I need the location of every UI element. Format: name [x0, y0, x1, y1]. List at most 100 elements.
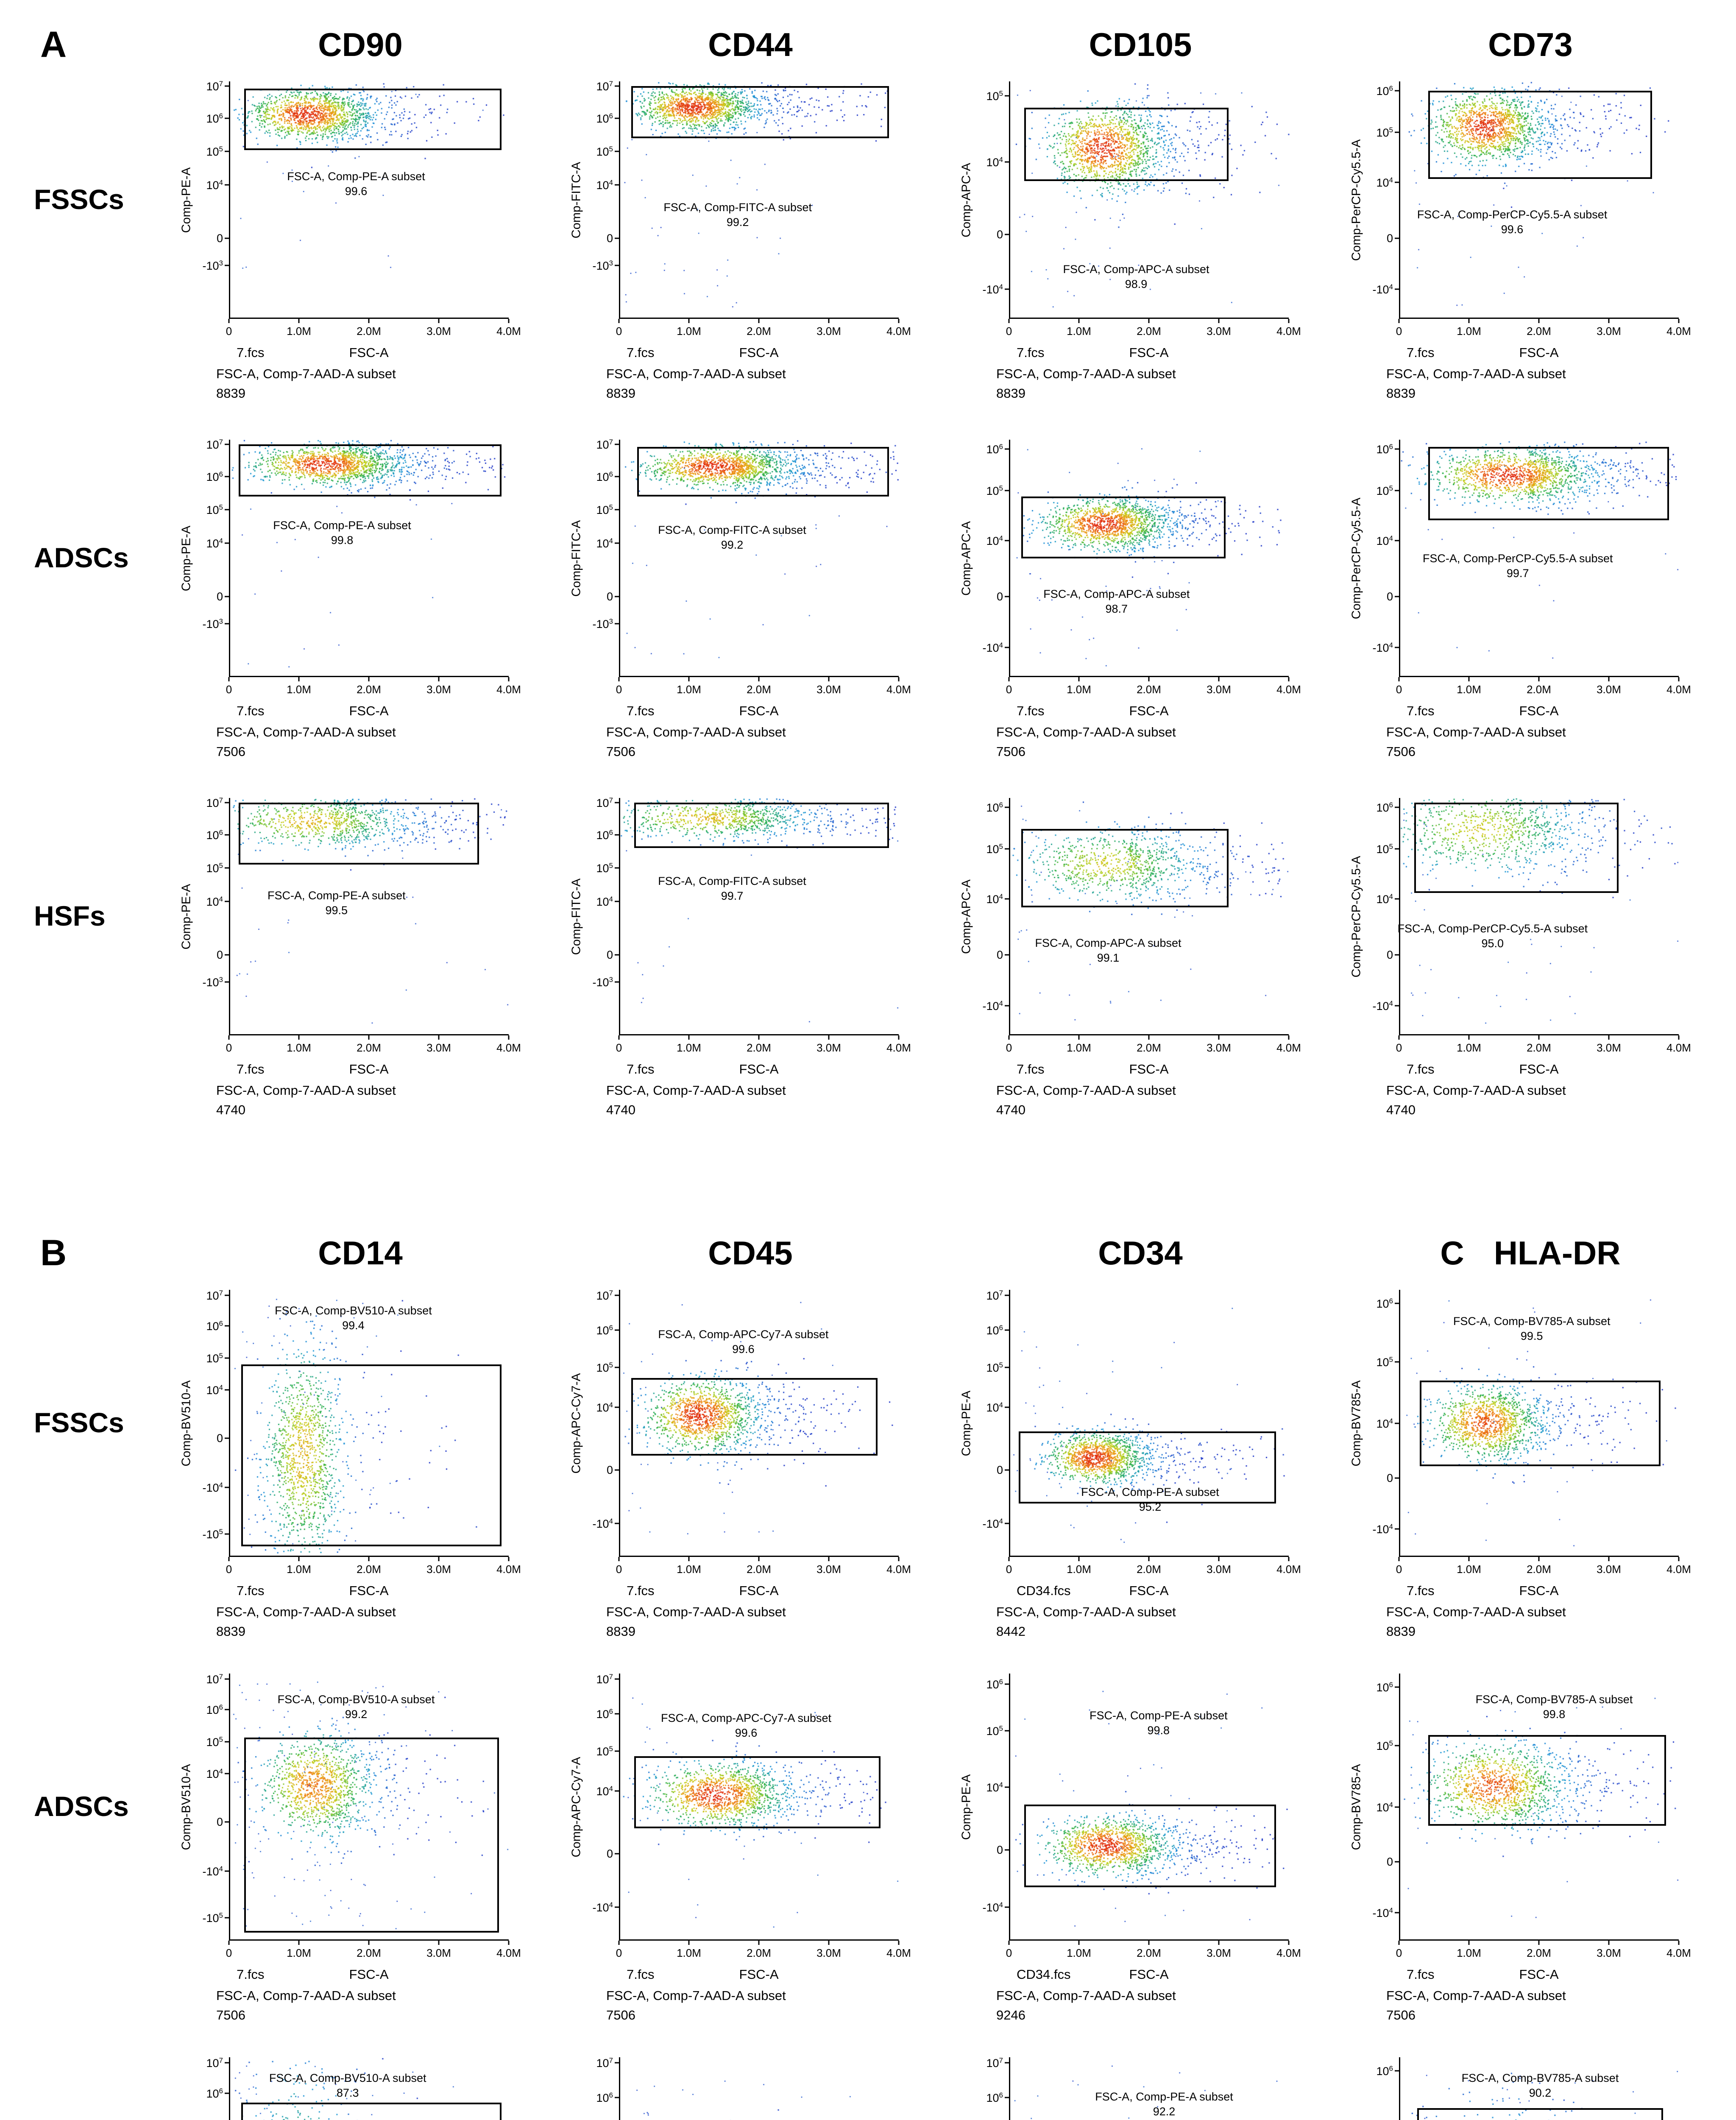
plot-frame: FSC-A, Comp-APC-Cy7-A subset 99.6 — [619, 1674, 900, 1941]
x-tick-label: 1.0M — [287, 1947, 311, 1959]
gate-label-name: FSC-A, Comp-BV510-A subset — [275, 1304, 432, 1317]
gate-rectangle — [631, 1378, 878, 1456]
x-tick-label: 3.0M — [1207, 1563, 1231, 1576]
x-tick-label: 2.0M — [1137, 325, 1161, 338]
y-tick-mark — [1395, 1686, 1399, 1688]
parent-gate: FSC-A, Comp-7-AAD-A subset — [1386, 1083, 1566, 1098]
scatter-canvas — [1400, 440, 1680, 677]
x-tick-mark — [688, 319, 690, 323]
x-tick-label: 2.0M — [1137, 683, 1161, 696]
flow-plot-cd44-fsscs: Comp-FITC-A FSC-A, Comp-FITC-A subset 99.2… — [555, 76, 945, 435]
y-tick-mark — [1005, 1329, 1009, 1331]
y-tick-mark — [225, 184, 229, 186]
scatter-canvas — [230, 2057, 510, 2120]
x-tick-label: 3.0M — [816, 1563, 841, 1576]
y-tick-mark — [615, 834, 619, 836]
x-tick-mark — [508, 319, 510, 323]
gate-rectangle — [238, 444, 502, 497]
x-axis-title: FSC-A — [739, 1967, 779, 1982]
x-tick-mark — [1218, 677, 1220, 681]
x-tick-mark — [898, 1035, 900, 1040]
y-tick-label: 0 — [606, 232, 613, 245]
parent-gate: FSC-A, Comp-7-AAD-A subset — [996, 1083, 1176, 1098]
gate-rectangle — [241, 2103, 502, 2120]
gate-label: FSC-A, Comp-APC-Cy7-A subset 99.6 — [661, 1711, 831, 1741]
x-tick-mark — [1008, 319, 1010, 323]
x-tick-mark — [828, 319, 830, 323]
event-count: 8839 — [606, 386, 635, 401]
gate-label-name: FSC-A, Comp-PerCP-Cy5.5-A subset — [1397, 922, 1588, 935]
y-tick-mark — [1005, 1294, 1009, 1296]
y-tick-mark — [615, 151, 619, 152]
x-tick-label: 2.0M — [747, 1563, 771, 1576]
panel-letter-c: C — [1440, 1234, 1464, 1272]
x-axis-title: FSC-A — [349, 1062, 389, 1077]
marker-row-adscs: ADSCs Comp-BV510-A FSC-A, Comp-BV510-A sub… — [0, 1668, 1736, 2052]
x-tick-label: 0 — [1396, 1947, 1402, 1959]
x-tick-label: 2.0M — [1527, 1041, 1551, 1054]
y-tick-label: 104 — [1376, 534, 1393, 547]
x-tick-mark — [438, 319, 440, 323]
parent-gate: FSC-A, Comp-7-AAD-A subset — [216, 1988, 396, 2003]
x-tick-label: 1.0M — [1457, 1041, 1481, 1054]
parent-gate: FSC-A, Comp-7-AAD-A subset — [1386, 1604, 1566, 1619]
y-axis-label: Comp-FITC-A — [569, 162, 583, 239]
y-tick-label: 107 — [206, 2056, 223, 2070]
y-tick-mark — [225, 265, 229, 266]
y-tick-mark — [1395, 1361, 1399, 1363]
flow-plot-cd14-adscs: Comp-BV510-A FSC-A, Comp-BV510-A subset 99… — [165, 1668, 555, 2052]
x-tick-mark — [898, 1557, 900, 1561]
x-tick-mark — [618, 319, 620, 323]
y-axis-label: Comp-BV510-A — [179, 1764, 193, 1850]
y-tick-label: 105 — [206, 2119, 223, 2120]
gate-rectangle — [1428, 91, 1652, 179]
x-tick-label: 0 — [616, 1041, 622, 1054]
plot-frame: FSC-A, Comp-BV510-A subset 99.2 — [229, 1674, 510, 1941]
y-tick-label: 106 — [596, 112, 613, 125]
x-tick-label: 1.0M — [1067, 1563, 1091, 1576]
event-count: 8442 — [996, 1624, 1025, 1639]
gate-rectangle — [238, 803, 479, 865]
marker-row-fsscs: FSSCs Comp-BV510-A FSC-A, Comp-BV510-A sub… — [0, 1285, 1736, 1668]
y-tick-mark — [1005, 1005, 1009, 1007]
y-tick-mark — [225, 834, 229, 836]
x-tick-label: 0 — [1006, 1041, 1012, 1054]
y-tick-label: -104 — [202, 1865, 223, 1878]
x-tick-mark — [508, 1941, 510, 1945]
y-tick-label: 106 — [986, 1678, 1003, 1691]
x-tick-label: 0 — [226, 325, 232, 338]
y-tick-mark — [225, 867, 229, 869]
y-tick-mark — [1395, 131, 1399, 133]
y-tick-label: 105 — [206, 862, 223, 875]
x-axis-title: FSC-A — [1519, 703, 1559, 718]
x-tick-label: 4.0M — [496, 683, 521, 696]
event-count: 4740 — [1386, 1102, 1416, 1117]
gate-label-name: FSC-A, Comp-PerCP-Cy5.5-A subset — [1417, 208, 1608, 221]
y-tick-label: 106 — [1376, 1297, 1393, 1310]
gate-rectangle — [1021, 497, 1226, 558]
y-tick-mark — [225, 1487, 229, 1488]
y-tick-mark — [615, 1406, 619, 1408]
x-tick-label: 1.0M — [1067, 683, 1091, 696]
event-count: 8839 — [1386, 386, 1416, 401]
x-tick-label: 0 — [1006, 1563, 1012, 1576]
x-tick-label: 0 — [226, 1947, 232, 1959]
y-tick-mark — [1005, 1523, 1009, 1524]
y-tick-label: 107 — [596, 1672, 613, 1686]
x-tick-label: 2.0M — [1137, 1563, 1161, 1576]
x-tick-label: 3.0M — [426, 1947, 451, 1959]
y-tick-label: 0 — [216, 948, 223, 961]
y-tick-label: 0 — [1386, 1472, 1393, 1485]
x-tick-label: 1.0M — [1457, 683, 1481, 696]
y-tick-mark — [225, 1821, 229, 1823]
x-tick-label: 1.0M — [1067, 1041, 1091, 1054]
x-tick-label: 0 — [616, 1947, 622, 1959]
y-tick-label: 106 — [1376, 801, 1393, 815]
y-tick-label: 106 — [1376, 84, 1393, 98]
x-tick-mark — [1008, 677, 1010, 681]
y-tick-mark — [615, 1906, 619, 1908]
parent-gate: FSC-A, Comp-7-AAD-A subset — [1386, 366, 1566, 381]
file-name: 7.fcs — [237, 1967, 265, 1982]
